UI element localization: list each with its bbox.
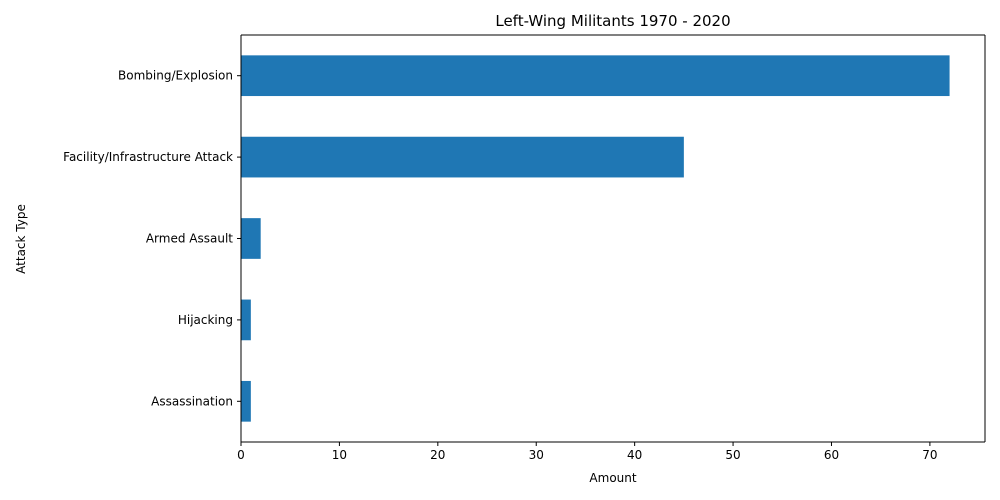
x-tick-label: 70 xyxy=(922,448,937,462)
x-tick-label: 0 xyxy=(237,448,245,462)
plot-frame xyxy=(240,34,986,443)
chart-title: Left-Wing Militants 1970 - 2020 xyxy=(495,12,730,30)
y-tick-label: Bombing/Explosion xyxy=(118,69,233,83)
bar-bombing-explosion xyxy=(241,55,950,97)
bar-armed-assault xyxy=(241,218,261,259)
x-axis-label: Amount xyxy=(589,471,636,485)
x-tick-label: 40 xyxy=(627,448,642,462)
y-tick-label: Facility/Infrastructure Attack xyxy=(63,150,233,164)
bars-group xyxy=(241,55,950,422)
bar-hijacking xyxy=(241,299,251,341)
bar-assassination xyxy=(241,380,251,422)
x-tick-label: 30 xyxy=(529,448,544,462)
y-tick-label: Armed Assault xyxy=(146,232,233,246)
y-axis-label: Attack Type xyxy=(14,204,28,274)
x-tick-label: 20 xyxy=(430,448,445,462)
x-tick-label: 60 xyxy=(824,448,839,462)
bar-facility-infrastructure-attack xyxy=(241,136,684,178)
y-tick-label: Assassination xyxy=(151,394,233,408)
y-tick-label: Hijacking xyxy=(178,313,233,327)
y-axis-ticks: Bombing/Explosion Facility/Infrastructure… xyxy=(63,69,241,408)
x-axis-ticks: 0 10 20 30 40 50 60 70 xyxy=(237,442,938,462)
x-tick-label: 50 xyxy=(725,448,740,462)
x-tick-label: 10 xyxy=(332,448,347,462)
